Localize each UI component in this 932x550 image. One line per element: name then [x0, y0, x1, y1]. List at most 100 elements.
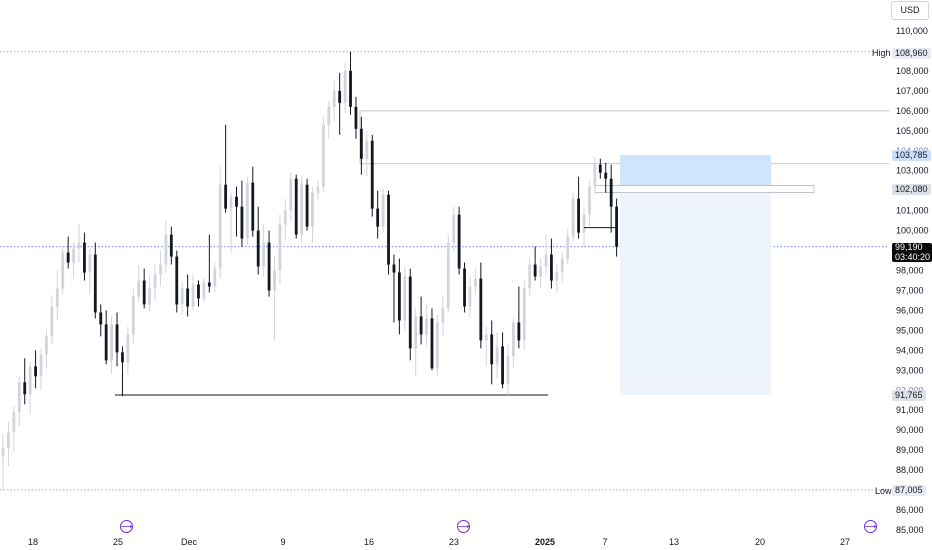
candle-body	[588, 186, 591, 215]
candle-body	[376, 208, 380, 227]
time-tick-label: 16	[364, 537, 374, 547]
candle-body	[289, 178, 293, 211]
price-tick-label: 85,000	[896, 525, 924, 535]
candle	[207, 234, 211, 293]
candle-body	[598, 164, 602, 173]
candle-body	[229, 196, 233, 209]
high-label: High	[872, 48, 891, 58]
candle	[99, 304, 103, 337]
candle-body	[137, 280, 141, 297]
candle	[289, 172, 293, 221]
candle	[164, 220, 168, 273]
candle	[321, 116, 325, 193]
candle-body	[560, 258, 564, 273]
candle	[267, 230, 271, 297]
candle	[213, 262, 217, 293]
candle	[604, 162, 608, 193]
candle	[582, 206, 586, 247]
candle	[316, 180, 320, 201]
candle-body	[121, 352, 124, 363]
low-price-tag: 87,005	[892, 485, 926, 496]
candle	[300, 176, 304, 243]
time-tick-label: 18	[28, 537, 38, 547]
candle-body	[490, 334, 494, 365]
candle	[104, 310, 108, 365]
candle-body	[479, 278, 483, 341]
price-axis: 85,00086,00087,00088,00089,00090,00091,0…	[896, 26, 929, 535]
candle-body	[142, 280, 146, 305]
candle-body	[577, 198, 580, 233]
candle-body	[164, 234, 168, 265]
time-tick-label: 9	[280, 537, 285, 547]
candle	[446, 234, 450, 313]
candle	[142, 268, 146, 309]
candle	[17, 376, 21, 427]
candle-body	[332, 90, 336, 107]
price-tick-label: 98,000	[896, 266, 924, 276]
candle	[560, 252, 564, 283]
price-tick-label: 110,000	[896, 26, 928, 36]
candle-body	[544, 254, 548, 267]
candle	[180, 282, 184, 315]
price-tick-label: 96,000	[896, 305, 924, 315]
candle-body	[528, 264, 532, 289]
candle	[490, 320, 494, 385]
candle-body	[419, 316, 423, 335]
candle-body	[436, 322, 439, 369]
currency-button[interactable]: USD	[891, 1, 929, 20]
candle	[148, 276, 152, 313]
candle-body	[354, 106, 358, 129]
jump-to-event-icon[interactable]: ⟿	[864, 520, 877, 533]
candle	[273, 256, 276, 341]
candle-body	[539, 266, 542, 277]
candle-body	[262, 242, 266, 267]
candle-body	[604, 172, 608, 179]
candle	[479, 262, 483, 349]
candle	[484, 326, 488, 367]
time-tick-label: 7	[602, 537, 607, 547]
candle-body	[131, 296, 135, 335]
candle-body	[175, 256, 179, 305]
candle-body	[441, 308, 445, 323]
candle	[365, 130, 369, 177]
candle	[240, 180, 244, 247]
candle-body	[12, 412, 16, 433]
candle	[588, 180, 591, 227]
candles	[1, 51, 618, 490]
candle	[533, 246, 537, 281]
candle	[197, 280, 200, 307]
candle	[495, 332, 499, 379]
candle-body	[235, 196, 238, 207]
price-tick-label: 91,000	[896, 405, 924, 415]
candle-body	[571, 198, 575, 237]
candle-body	[104, 324, 108, 361]
candle	[55, 270, 59, 321]
jump-to-event-icon[interactable]: ⟿	[120, 520, 133, 533]
candle-body	[273, 270, 276, 291]
candle	[332, 80, 336, 121]
jump-to-event-icon[interactable]: ⟿	[457, 520, 470, 533]
candle	[512, 318, 515, 369]
candle-body	[256, 230, 260, 267]
candle-body	[615, 206, 618, 247]
candle-body	[126, 334, 130, 363]
candle	[224, 124, 228, 213]
candle	[414, 308, 418, 377]
candle	[354, 96, 358, 139]
candle	[245, 176, 249, 245]
candle-body	[381, 194, 385, 227]
candle-body	[512, 322, 515, 357]
candle-body	[566, 236, 570, 259]
candle	[609, 164, 613, 233]
candle-body	[83, 242, 86, 273]
candle	[131, 288, 135, 345]
price-tick-label: 88,000	[896, 465, 924, 475]
candle-body	[555, 272, 559, 281]
time-tick-label: 2025	[535, 537, 555, 547]
candle	[343, 62, 347, 113]
candle-body	[397, 272, 401, 321]
candle-body	[593, 164, 597, 187]
candle	[550, 238, 553, 289]
candle	[474, 268, 477, 295]
